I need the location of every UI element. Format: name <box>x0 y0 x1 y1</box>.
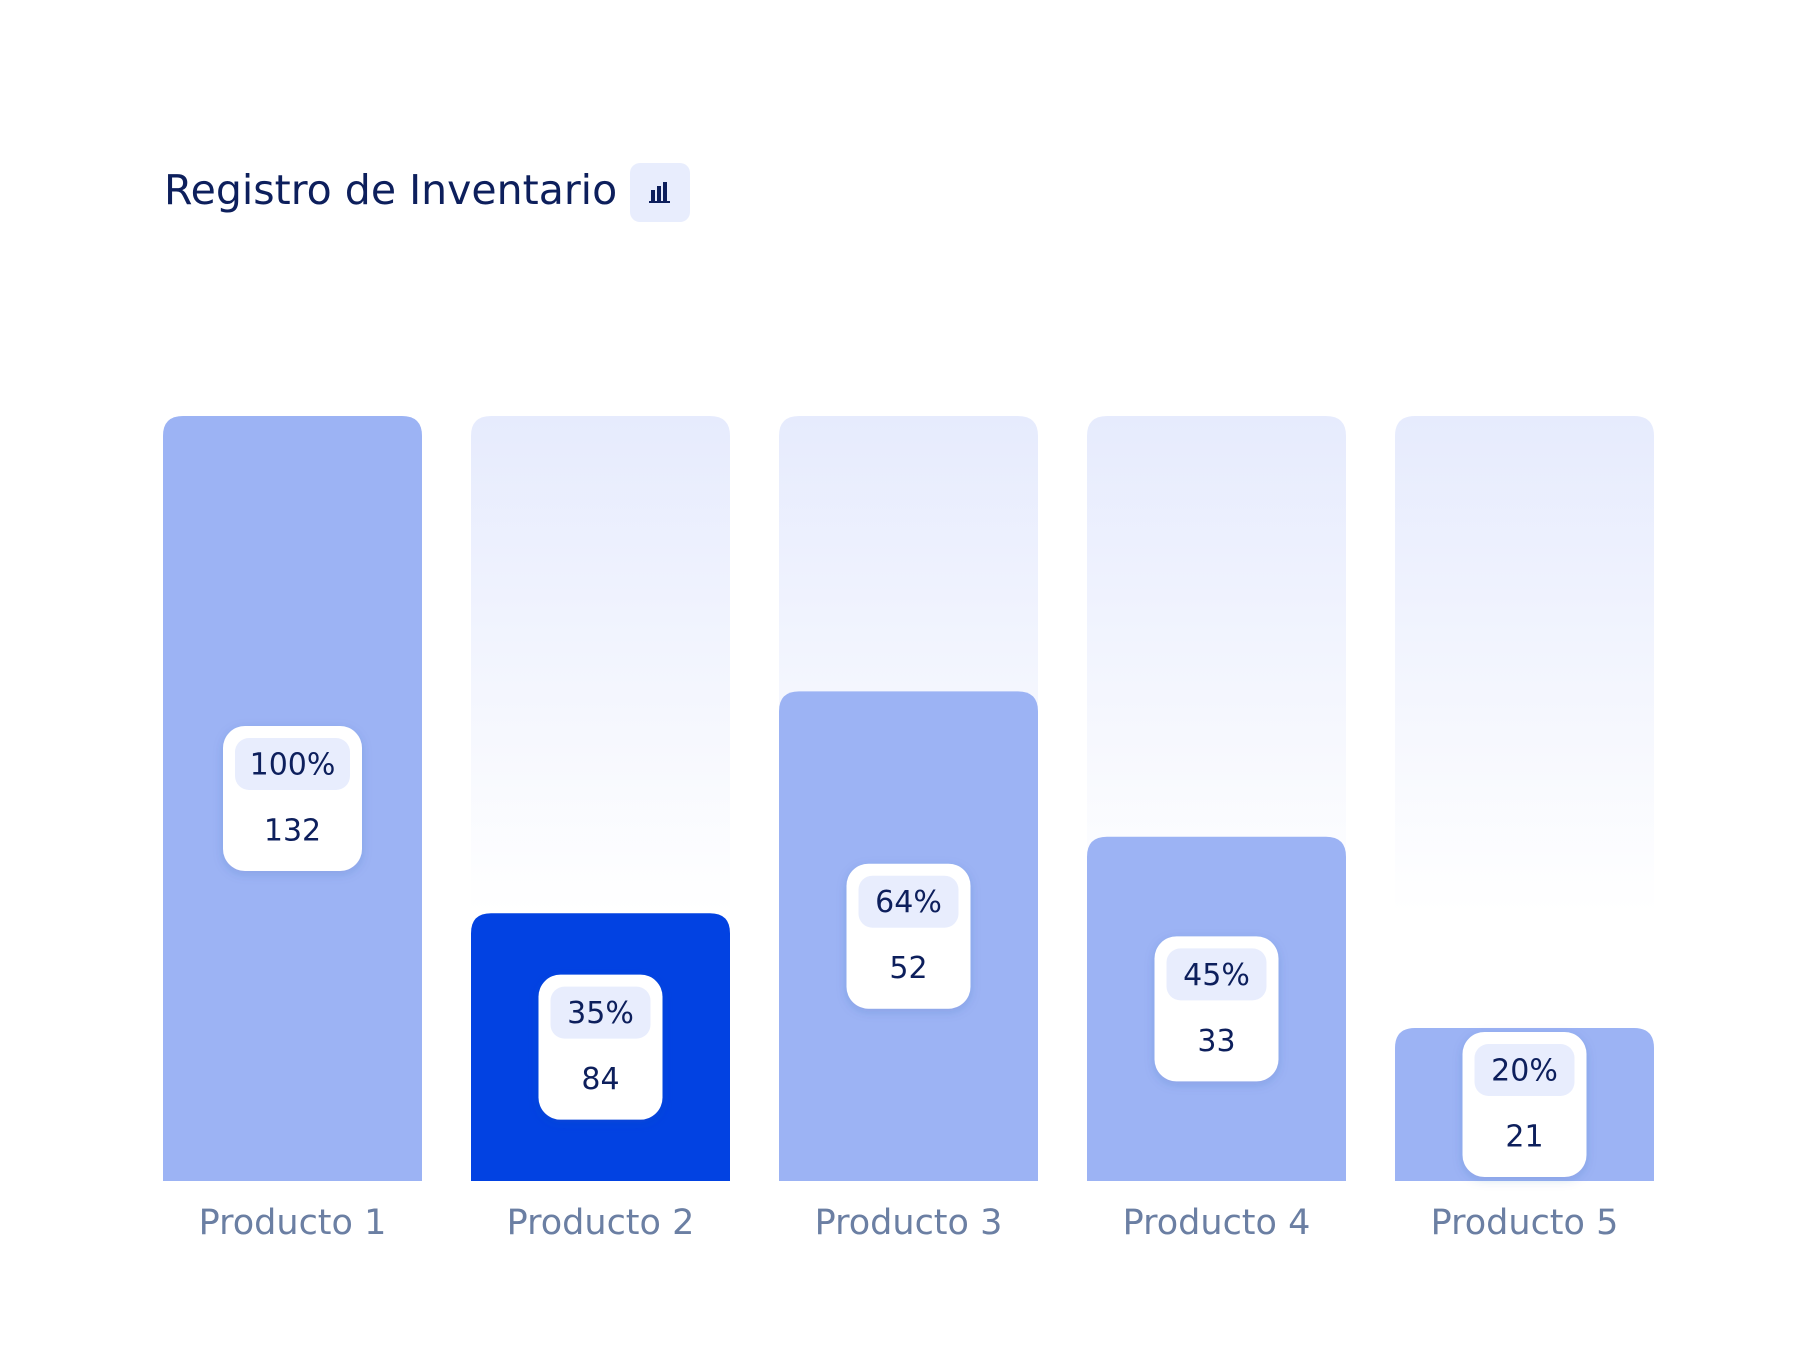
x-tick-label: Producto 3 <box>815 1203 1003 1243</box>
percent-label: 20% <box>1491 1054 1558 1089</box>
value-badge: 35% 84 <box>538 974 663 1120</box>
value-badge: 100% 132 <box>223 726 362 871</box>
percent-pill <box>1474 1044 1575 1096</box>
icon-bar <box>651 190 655 201</box>
percent-pill <box>858 875 959 928</box>
percent-pill <box>550 986 651 1039</box>
count-label: 52 <box>889 951 927 986</box>
count-label: 33 <box>1197 1024 1235 1059</box>
percent-pill <box>1166 948 1267 1001</box>
value-badge: 20% 21 <box>1462 1032 1587 1177</box>
icon-bar <box>663 182 667 201</box>
percent-label: 64% <box>875 885 942 920</box>
percent-label: 100% <box>250 748 336 783</box>
percent-label: 45% <box>1183 958 1250 993</box>
chart-type-button[interactable] <box>630 163 690 222</box>
icon-baseline <box>649 201 670 203</box>
x-tick-label: Producto 5 <box>1431 1203 1619 1243</box>
x-tick-label: Producto 4 <box>1123 1203 1311 1243</box>
percent-label: 35% <box>567 996 634 1031</box>
count-label: 132 <box>264 814 321 849</box>
bar-track <box>1395 416 1654 1181</box>
count-label: 84 <box>581 1062 619 1097</box>
count-label: 21 <box>1505 1120 1543 1155</box>
x-tick-label: Producto 1 <box>199 1203 387 1243</box>
chart-title: Registro de Inventario <box>164 166 617 214</box>
value-badge: 45% 33 <box>1154 936 1279 1082</box>
percent-pill <box>235 738 350 790</box>
x-tick-label: Producto 2 <box>507 1203 695 1243</box>
icon-bar <box>657 186 661 201</box>
value-badge: 64% 52 <box>846 863 971 1009</box>
